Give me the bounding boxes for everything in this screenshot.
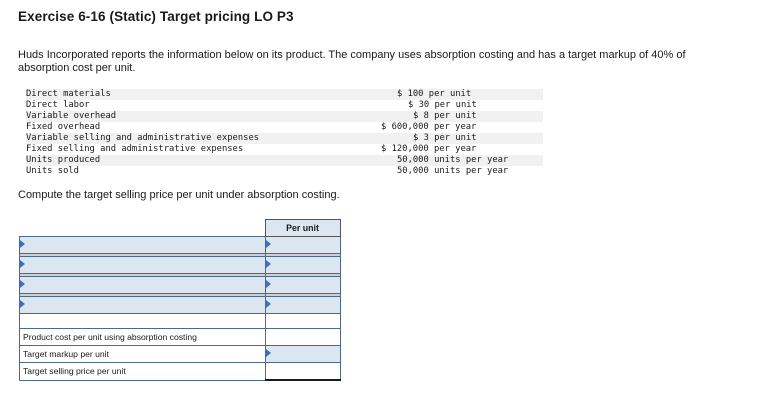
- input-marker-icon: [265, 260, 271, 268]
- input-row: [19, 236, 341, 254]
- given-data-table: Direct materials $ 100 per unit Direct la…: [26, 89, 543, 177]
- selling-price-label: Target selling price per unit: [19, 362, 266, 381]
- given-value: 50,000 units per year: [397, 155, 509, 165]
- dropdown-marker-icon: [20, 260, 25, 268]
- markup-label: Target markup per unit: [19, 345, 266, 363]
- product-cost-value-cell: [264, 328, 341, 346]
- given-row: Direct labor $ 30 per unit: [26, 100, 543, 111]
- input-row: [19, 256, 341, 274]
- blank-row: [19, 313, 341, 329]
- given-label: Fixed selling and administrative expense…: [26, 144, 244, 154]
- row-separator: [19, 293, 341, 297]
- input-row: [19, 296, 341, 314]
- given-row: Units produced 50,000 units per year: [26, 155, 543, 166]
- markup-row: Target markup per unit: [19, 345, 341, 363]
- answer-worksheet: Per unit Product cost per unit using abs…: [19, 219, 341, 381]
- input-marker-icon: [265, 240, 271, 248]
- amount-input-cell[interactable]: [264, 236, 341, 254]
- given-value: $ 120,000 per year: [381, 144, 477, 154]
- dropdown-marker-icon: [20, 280, 25, 288]
- given-label: Variable selling and administrative expe…: [26, 133, 260, 143]
- input-marker-icon: [265, 280, 271, 288]
- given-label: Direct materials: [26, 89, 111, 99]
- row-separator: [19, 273, 341, 277]
- given-label: Direct labor: [26, 100, 90, 110]
- header-blank-cell: [19, 219, 265, 237]
- row-separator: [19, 253, 341, 257]
- input-marker-icon: [265, 349, 271, 357]
- label-dropdown-cell[interactable]: [19, 236, 266, 254]
- label-dropdown-cell[interactable]: [19, 256, 266, 274]
- exercise-title: Exercise 6-16 (Static) Target pricing LO…: [18, 9, 294, 24]
- product-cost-row: Product cost per unit using absorption c…: [19, 328, 341, 346]
- label-dropdown-cell[interactable]: [19, 296, 266, 314]
- per-unit-column-header: Per unit: [264, 219, 341, 237]
- input-row: [19, 276, 341, 294]
- amount-input-cell[interactable]: [264, 296, 341, 314]
- given-label: Units sold: [26, 166, 79, 176]
- label-dropdown-cell[interactable]: [19, 276, 266, 294]
- given-label: Units produced: [26, 155, 101, 165]
- given-value: $ 3 per unit: [413, 133, 477, 143]
- amount-input-cell[interactable]: [264, 256, 341, 274]
- given-value: $ 100 per unit: [397, 89, 472, 99]
- given-row: Fixed selling and administrative expense…: [26, 144, 543, 155]
- input-marker-icon: [265, 300, 271, 308]
- given-label: Variable overhead: [26, 111, 117, 121]
- dropdown-marker-icon: [20, 300, 25, 308]
- given-row: Variable overhead $ 8 per unit: [26, 111, 543, 122]
- amount-input-cell[interactable]: [264, 276, 341, 294]
- product-cost-label: Product cost per unit using absorption c…: [19, 328, 266, 346]
- question-prompt: Compute the target selling price per uni…: [18, 189, 340, 201]
- given-row: Units sold 50,000 units per year: [26, 166, 543, 177]
- given-row: Variable selling and administrative expe…: [26, 133, 543, 144]
- problem-intro: Huds Incorporated reports the informatio…: [18, 49, 686, 74]
- given-value: 50,000 units per year: [397, 166, 509, 176]
- selling-price-row: Target selling price per unit: [19, 362, 341, 381]
- given-value: $ 600,000 per year: [381, 122, 477, 132]
- selling-price-value-cell: [264, 362, 341, 381]
- dropdown-marker-icon: [20, 240, 25, 248]
- given-row: Direct materials $ 100 per unit: [26, 89, 543, 100]
- given-value: $ 30 per unit: [408, 100, 477, 110]
- given-label: Fixed overhead: [26, 122, 101, 132]
- markup-input-cell[interactable]: [264, 345, 341, 363]
- given-value: $ 8 per unit: [413, 111, 477, 121]
- given-row: Fixed overhead $ 600,000 per year: [26, 122, 543, 133]
